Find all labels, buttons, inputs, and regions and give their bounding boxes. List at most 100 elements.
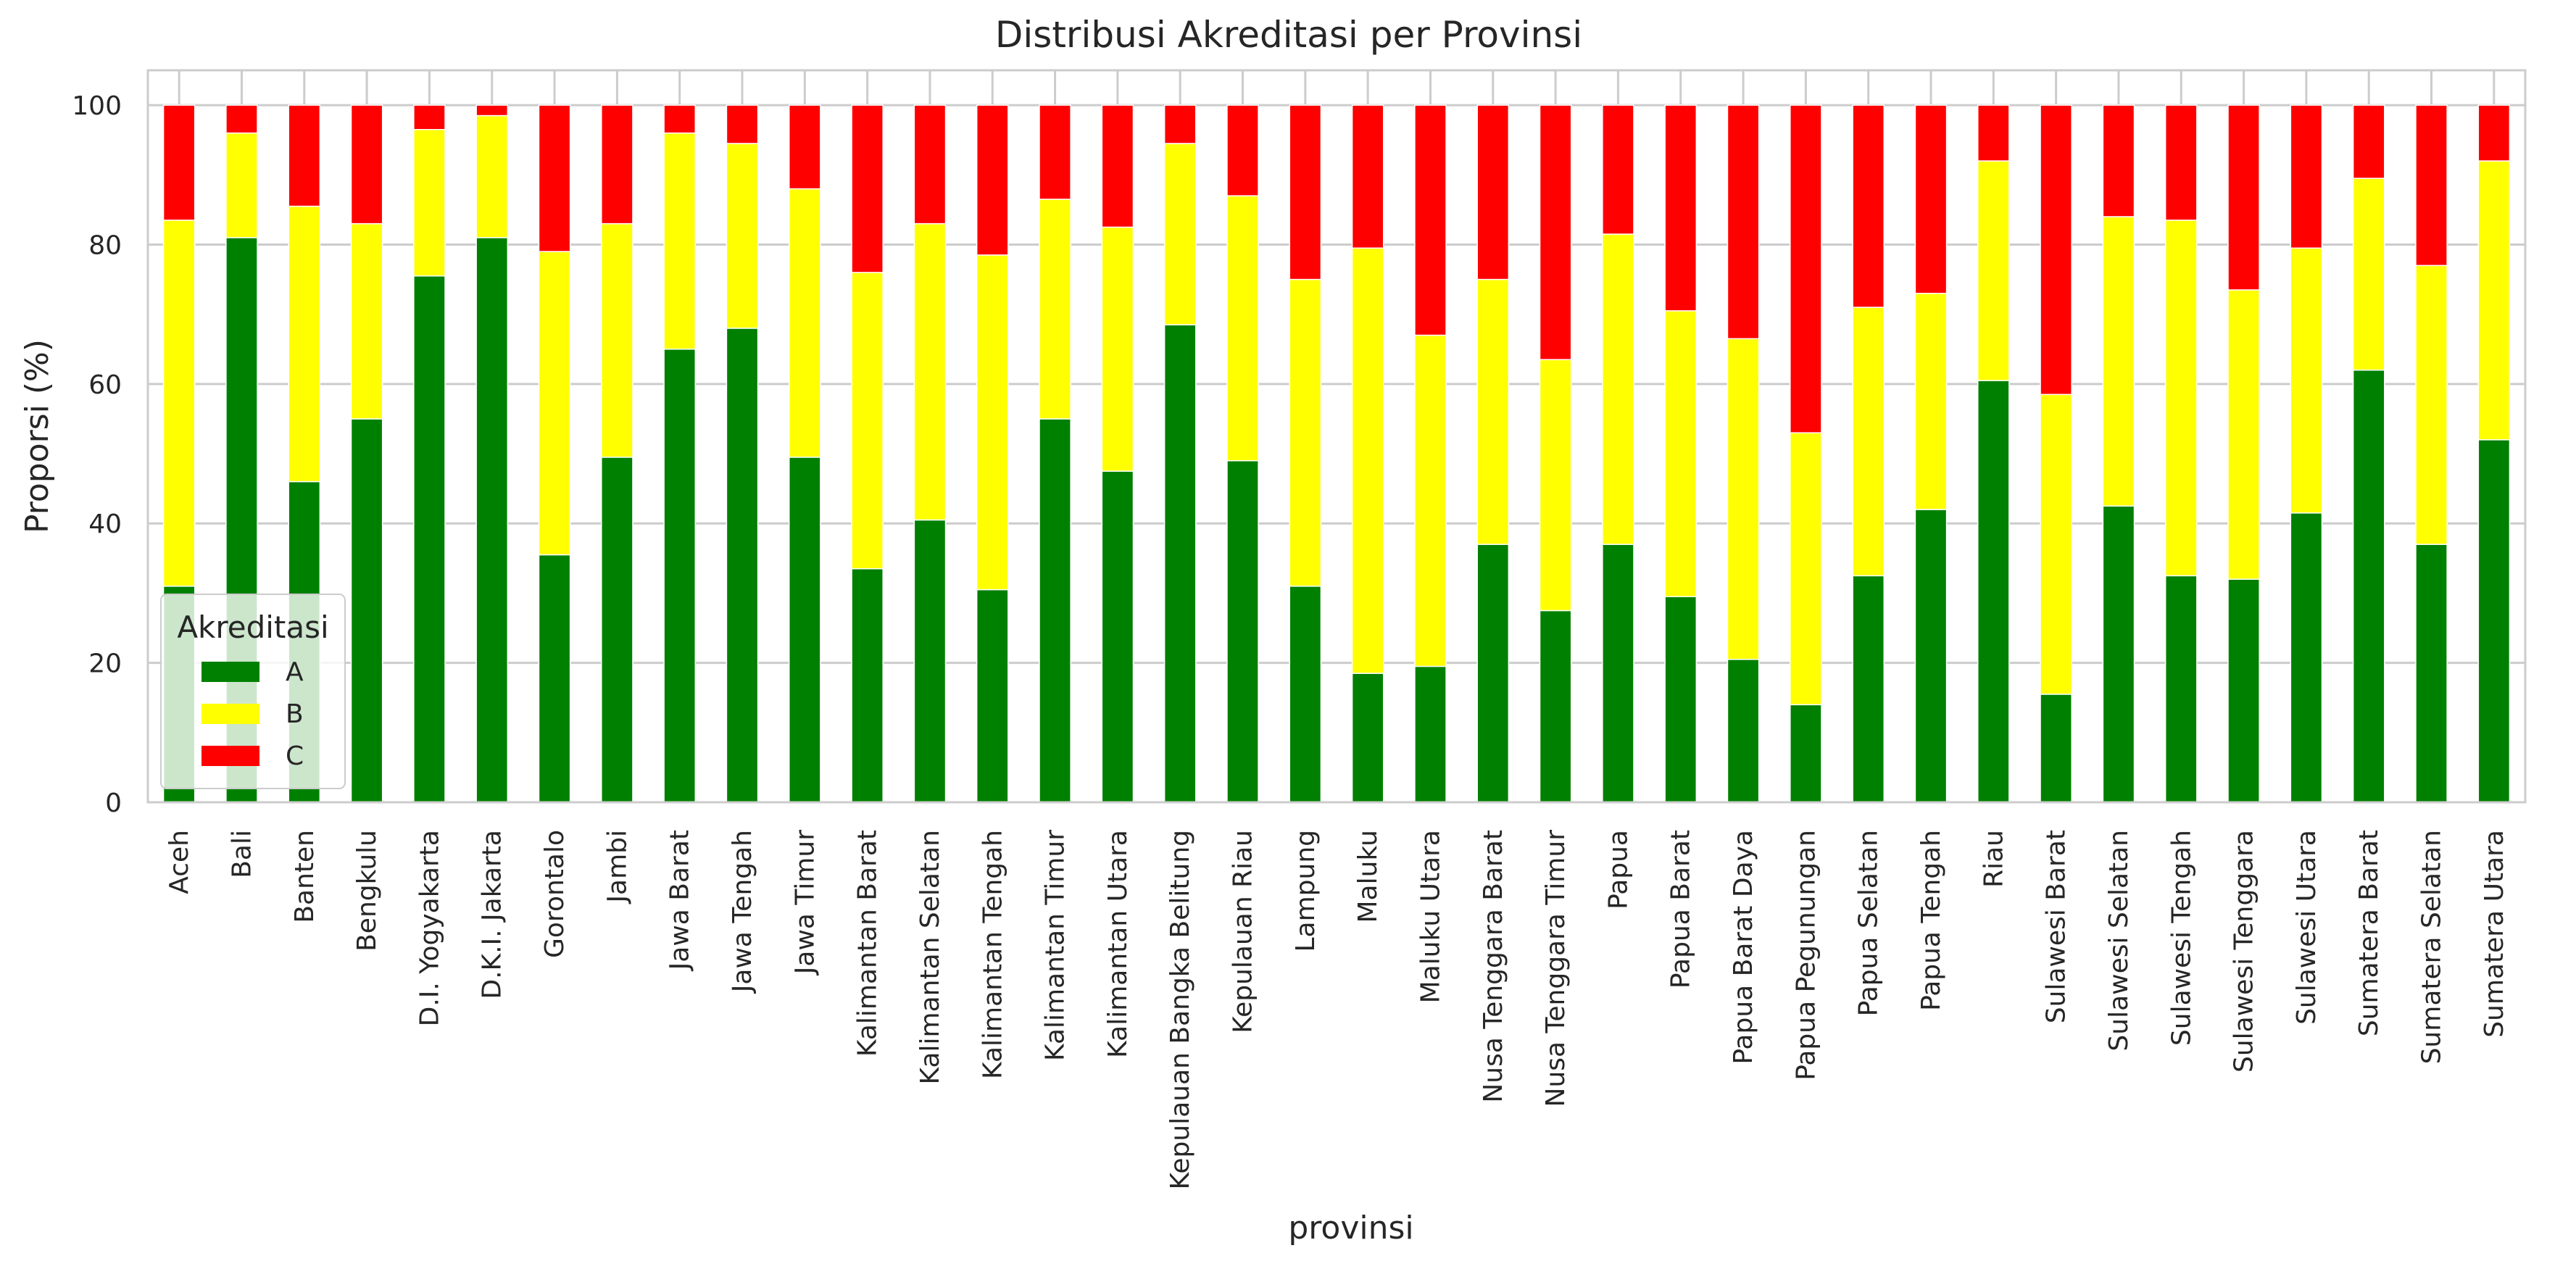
bar-c-sulawesi-tenggara	[2227, 104, 2260, 291]
bar-b-lampung	[1289, 278, 1322, 587]
bar-a-kalimantan-barat	[851, 568, 884, 803]
x-tick-label: Sumatera Utara	[2480, 830, 2509, 1038]
bar-a-papua-barat	[1664, 596, 1698, 803]
bar-a-kalimantan-tengah	[976, 588, 1009, 803]
x-tick-label: Lampung	[1291, 830, 1321, 952]
bar-b-jawa-barat	[663, 132, 697, 350]
bar-a-d-i-yogyakarta	[413, 275, 446, 803]
bar-a-papua	[1602, 544, 1634, 803]
bar-a-kalimantan-utara	[1101, 470, 1134, 803]
legend-box	[160, 594, 346, 789]
x-tick-label: Kalimantan Timur	[1041, 830, 1071, 1061]
bar-b-papua-pegunungan	[1790, 432, 1822, 706]
bar-a-jawa-timur	[788, 457, 821, 803]
bar-c-sulawesi-barat	[2040, 104, 2072, 396]
bar-c-sumatera-selatan	[2415, 104, 2448, 267]
bar-b-kalimantan-timur	[1039, 199, 1071, 420]
bar-c-aceh	[162, 104, 196, 221]
bar-c-sulawesi-selatan	[2102, 104, 2135, 217]
bar-b-sulawesi-selatan	[2102, 216, 2135, 507]
plot-frame	[146, 69, 2527, 804]
bar-b-sulawesi-utara	[2290, 247, 2323, 514]
bar-b-kalimantan-utara	[1101, 226, 1134, 472]
legend-swatch-a	[201, 662, 259, 682]
x-tick-label: Bali	[227, 830, 257, 878]
x-tick-label: Kalimantan Tengah	[978, 830, 1007, 1079]
bar-a-sumatera-utara	[2477, 439, 2511, 803]
legend-items: ABC	[201, 657, 304, 771]
x-tick-label: Sulawesi Barat	[2042, 830, 2072, 1023]
bar-b-maluku	[1351, 247, 1384, 674]
bar-a-nusa-tenggara-barat	[1476, 544, 1510, 803]
y-tick-label: 40	[88, 509, 122, 539]
x-tick-label: Sulawesi Selatan	[2104, 830, 2134, 1052]
legend-label-b: B	[286, 699, 304, 729]
bar-c-jawa-timur	[788, 104, 821, 190]
bar-a-sulawesi-barat	[2040, 694, 2072, 803]
bar-a-riau	[1977, 380, 2010, 803]
bar-b-nusa-tenggara-barat	[1476, 278, 1510, 545]
x-tick-label: Sumatera Selatan	[2417, 830, 2447, 1064]
bar-b-kalimantan-barat	[851, 272, 884, 570]
bar-c-d-k-i-jakarta	[475, 104, 509, 117]
bar-b-jawa-tengah	[726, 143, 759, 329]
x-axis-label: provinsi	[1288, 1210, 1413, 1247]
bar-a-kalimantan-timur	[1039, 418, 1071, 803]
bar-a-d-k-i-jakarta	[475, 237, 509, 803]
bar-a-papua-selatan	[1852, 575, 1885, 803]
legend-label-c: C	[286, 741, 304, 771]
bar-b-bengkulu	[350, 222, 383, 420]
bar-a-jambi	[601, 457, 633, 803]
bar-b-d-i-yogyakarta	[413, 129, 446, 277]
x-tick-label: Jawa Barat	[665, 830, 695, 971]
bar-c-papua-barat-daya	[1727, 104, 1760, 340]
bar-a-nusa-tenggara-timur	[1539, 609, 1572, 803]
bar-c-kalimantan-utara	[1101, 104, 1134, 228]
bar-b-kepulauan-riau	[1226, 195, 1259, 462]
x-tick-label: Papua Barat Daya	[1729, 830, 1758, 1065]
x-tick-label: Papua	[1603, 830, 1633, 910]
bar-c-riau	[1977, 104, 2010, 162]
bar-b-banten	[288, 205, 321, 483]
x-tick-label: Kalimantan Barat	[853, 830, 883, 1057]
x-tick-label: Sulawesi Utara	[2292, 830, 2322, 1025]
bar-a-sumatera-barat	[2352, 369, 2385, 803]
bar-c-kepulauan-riau	[1226, 104, 1259, 196]
y-tick-label: 80	[88, 230, 122, 260]
y-tick-label: 100	[72, 91, 122, 121]
bar-c-kalimantan-selatan	[913, 104, 947, 225]
bar-c-jawa-barat	[663, 104, 697, 134]
x-tick-label: Maluku	[1353, 830, 1383, 923]
bar-b-maluku-utara	[1414, 334, 1447, 667]
bar-b-kalimantan-tengah	[976, 254, 1009, 591]
bar-c-sulawesi-tengah	[2164, 104, 2198, 221]
x-tick-label: Sumatera Barat	[2354, 830, 2384, 1036]
bar-c-bengkulu	[350, 104, 383, 225]
bar-a-papua-pegunungan	[1790, 704, 1822, 803]
bar-c-sumatera-utara	[2477, 104, 2511, 162]
bar-a-sulawesi-tengah	[2164, 575, 2198, 803]
bar-c-jawa-tengah	[726, 104, 759, 144]
bar-c-kepulauan-bangka-belitung	[1163, 104, 1197, 144]
bar-b-gorontalo	[538, 251, 571, 556]
bar-b-kalimantan-selatan	[913, 222, 947, 521]
bar-a-gorontalo	[538, 554, 571, 803]
bar-a-maluku	[1351, 673, 1384, 803]
bar-a-jawa-barat	[663, 349, 697, 803]
bar-b-kepulauan-bangka-belitung	[1163, 143, 1197, 325]
x-tick-label: Bengkulu	[352, 830, 382, 952]
bar-b-papua	[1602, 233, 1634, 545]
bar-a-papua-barat-daya	[1727, 659, 1760, 803]
bar-c-kalimantan-tengah	[976, 104, 1009, 256]
bar-b-papua-barat-daya	[1727, 338, 1760, 660]
y-tick-label: 60	[88, 370, 122, 400]
bar-b-sulawesi-tenggara	[2227, 289, 2260, 580]
bar-b-nusa-tenggara-timur	[1539, 359, 1572, 612]
legend: Akreditasi ABC	[160, 594, 346, 789]
x-tick-label: Sulawesi Tenggara	[2230, 830, 2259, 1073]
bar-a-kepulauan-riau	[1226, 459, 1259, 803]
bar-a-sulawesi-selatan	[2102, 505, 2135, 803]
bar-b-papua-barat	[1664, 310, 1698, 597]
bar-c-sulawesi-utara	[2290, 104, 2323, 249]
